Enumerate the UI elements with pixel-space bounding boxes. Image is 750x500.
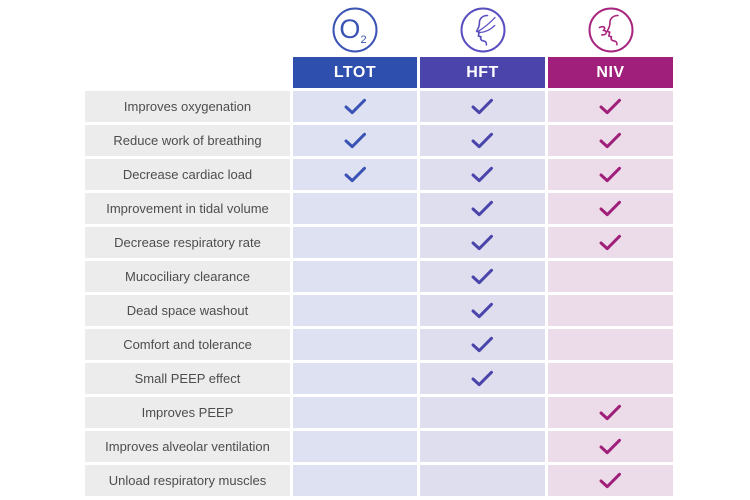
check-cell [293,261,417,292]
check-cell [548,431,673,462]
check-cell [548,363,673,394]
row-label: Mucociliary clearance [125,269,250,284]
row-label-cell: Dead space washout [85,295,290,326]
check-icon [471,166,493,183]
check-cell [293,431,417,462]
check-cell [293,227,417,258]
check-cell [293,91,417,122]
row-label: Decrease cardiac load [122,167,253,182]
check-cell [420,193,545,224]
check-icon [599,166,621,183]
check-icon [471,234,493,251]
oxygen-o2-icon: O2 [332,7,378,52]
row-label: Unload respiratory muscles [108,473,267,488]
check-icon [471,336,493,353]
row-label: Improves alveolar ventilation [105,439,270,454]
check-cell [293,125,417,156]
row-label-cell: Improvement in tidal volume [85,193,290,224]
row-label-cell: Mucociliary clearance [85,261,290,292]
check-cell [293,465,417,496]
row-label: Decrease respiratory rate [114,235,261,250]
check-cell [548,465,673,496]
row-label: Improvement in tidal volume [106,201,269,216]
check-cell [293,363,417,394]
row-label-cell: Improves alveolar ventilation [85,431,290,462]
icon-cell-ltot: O2 [293,5,417,54]
check-cell [420,431,545,462]
check-cell [420,363,545,394]
row-label: Reduce work of breathing [113,133,262,148]
check-icon [471,268,493,285]
row-label: Dead space washout [126,303,249,318]
row-label-cell: Reduce work of breathing [85,125,290,156]
row-label-cell: Small PEEP effect [85,363,290,394]
check-cell [548,261,673,292]
icon-cell-hft [420,5,545,54]
check-icon [599,132,621,149]
check-cell [420,227,545,258]
face-mask-icon [588,7,633,52]
face-nasal-cannula-icon [460,7,505,52]
icons-row: O2 [85,5,673,54]
column-header-hft: HFT [420,57,545,88]
check-cell [293,295,417,326]
icon-spacer [85,5,290,54]
check-icon [344,98,366,115]
column-header-ltot: LTOT [293,57,417,88]
check-cell [420,329,545,360]
check-cell [548,227,673,258]
row-label: Comfort and tolerance [123,337,252,352]
column-header-niv: NIV [548,57,673,88]
check-cell [548,329,673,360]
table-grid: LTOT HFT NIV Improves oxygenation Reduce… [85,57,673,496]
header-spacer [85,57,290,88]
row-label-cell: Comfort and tolerance [85,329,290,360]
check-cell [420,159,545,190]
row-label: Improves PEEP [141,405,234,420]
row-label-cell: Unload respiratory muscles [85,465,290,496]
check-icon [599,98,621,115]
row-label-cell: Decrease respiratory rate [85,227,290,258]
check-icon [471,98,493,115]
check-icon [471,132,493,149]
check-cell [293,329,417,360]
row-label-cell: Improves PEEP [85,397,290,428]
check-cell [420,91,545,122]
therapy-comparison-table: O2 LTOT HFT [85,5,673,496]
row-label: Improves oxygenation [123,99,252,114]
row-label-cell: Improves oxygenation [85,91,290,122]
check-cell [548,159,673,190]
check-cell [420,397,545,428]
check-cell [420,261,545,292]
check-cell [420,295,545,326]
check-cell [420,125,545,156]
check-cell [548,295,673,326]
check-icon [599,472,621,489]
check-cell [293,397,417,428]
icon-cell-niv [548,5,673,54]
svg-text:O2: O2 [339,14,366,46]
check-icon [344,166,366,183]
check-icon [344,132,366,149]
check-cell [548,125,673,156]
check-cell [293,193,417,224]
row-label-cell: Decrease cardiac load [85,159,290,190]
check-icon [471,370,493,387]
check-cell [420,465,545,496]
check-cell [293,159,417,190]
check-cell [548,91,673,122]
check-icon [599,234,621,251]
check-icon [471,302,493,319]
check-icon [599,200,621,217]
check-icon [599,438,621,455]
check-cell [548,193,673,224]
row-label: Small PEEP effect [134,371,241,386]
check-icon [471,200,493,217]
check-cell [548,397,673,428]
check-icon [599,404,621,421]
